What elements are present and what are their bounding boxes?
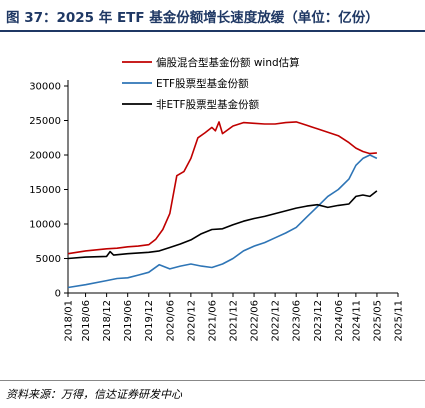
- series-line-3: [67, 190, 378, 260]
- x-tick-label: 2022/06: [250, 300, 261, 342]
- x-tick-label: 2018/12: [102, 300, 113, 342]
- x-tick-label: 2024/06: [334, 300, 345, 342]
- x-tick-label: 2023/06: [292, 300, 303, 342]
- series-layer: [67, 121, 378, 289]
- y-tick-label: 5000: [36, 254, 61, 265]
- x-tick-label: 2019/06: [123, 300, 134, 342]
- y-tick-label: 25000: [29, 116, 61, 127]
- y-tick-label: 0: [55, 289, 61, 300]
- x-tick-label: 2024/11: [351, 300, 362, 342]
- legend-label-2: ETF股票型基金份额: [156, 77, 249, 90]
- x-tick-label: 2025/05: [372, 300, 383, 342]
- axes: 0 5000 10000 15000 20000 25000 30000 2018/01 201…: [29, 80, 405, 342]
- source-rule: [0, 380, 425, 381]
- x-tick-label: 2020/06: [165, 300, 176, 342]
- y-tick-label: 20000: [29, 151, 61, 162]
- x-tick-label: 2025/11: [394, 300, 405, 342]
- y-tick-label: 30000: [29, 82, 61, 93]
- legend-label-3: 非ETF股票型基金份额: [156, 98, 260, 111]
- x-tick-label: 2018/01: [64, 300, 75, 342]
- x-tick-label: 2020/12: [186, 300, 197, 342]
- title-rule: [0, 30, 425, 32]
- chart-title: 图 37：2025 年 ETF 基金份额增长速度放缓（单位：亿份）: [6, 10, 379, 26]
- legend-label-1: 偏股混合型基金份额 wind估算: [156, 56, 300, 69]
- series-line-1: [67, 121, 377, 255]
- x-tick-label: 2021/12: [229, 300, 240, 342]
- line-chart: 0 5000 10000 15000 20000 25000 30000 2018/01 201…: [29, 56, 405, 342]
- y-tick-label: 15000: [29, 185, 61, 196]
- x-tick-label: 2022/12: [271, 300, 282, 342]
- source-note: 资料来源：万得，信达证券研发中心: [6, 388, 182, 401]
- series-line-2: [67, 154, 378, 289]
- x-tick-label: 2018/06: [81, 300, 92, 342]
- x-tick-label: 2021/06: [207, 300, 218, 342]
- x-tick-label: 2023/12: [313, 300, 324, 342]
- y-tick-label: 10000: [29, 220, 61, 231]
- x-tick-label: 2019/12: [144, 300, 155, 342]
